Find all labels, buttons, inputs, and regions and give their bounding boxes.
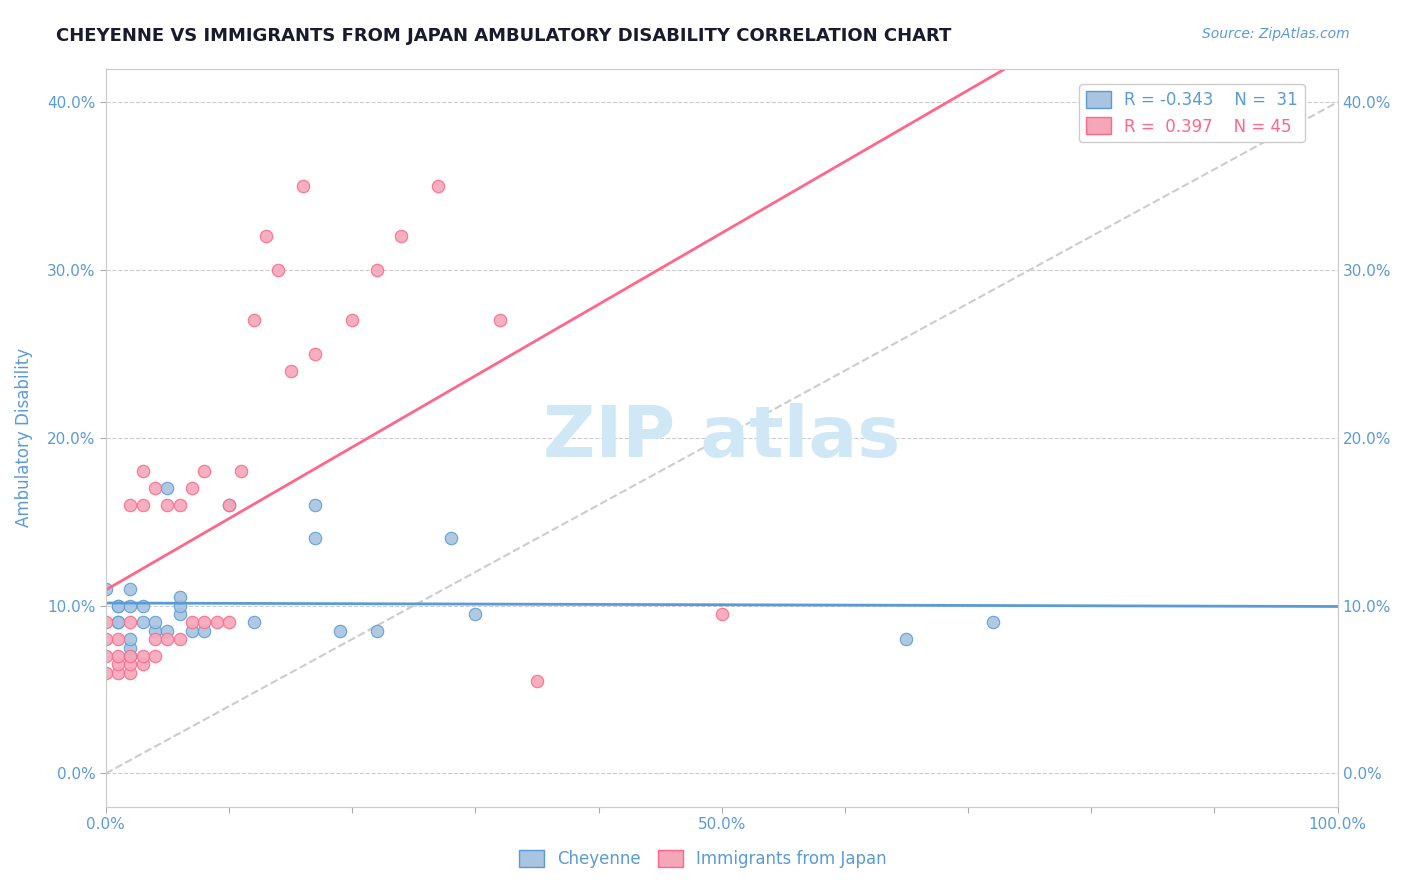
Point xyxy=(205,615,228,630)
Point xyxy=(120,615,142,630)
Point xyxy=(120,498,142,512)
Legend: Cheyenne, Immigrants from Japan: Cheyenne, Immigrants from Japan xyxy=(513,843,893,875)
Point xyxy=(132,464,155,478)
Y-axis label: Ambulatory Disability: Ambulatory Disability xyxy=(15,348,32,527)
Point xyxy=(440,532,463,546)
Point xyxy=(218,498,240,512)
Point xyxy=(107,665,129,680)
Point xyxy=(464,607,486,621)
Point xyxy=(107,632,129,647)
Point xyxy=(169,607,191,621)
Point xyxy=(94,615,117,630)
Point xyxy=(120,632,142,647)
Point xyxy=(132,657,155,672)
Point xyxy=(94,632,117,647)
Point xyxy=(156,624,179,638)
Point xyxy=(329,624,352,638)
Point xyxy=(120,640,142,655)
Point xyxy=(304,347,326,361)
Point xyxy=(267,263,290,277)
Point xyxy=(143,624,166,638)
Point xyxy=(193,624,215,638)
Point xyxy=(254,229,277,244)
Point xyxy=(169,590,191,604)
Point xyxy=(181,481,204,495)
Point xyxy=(120,648,142,663)
Point xyxy=(143,615,166,630)
Point xyxy=(366,263,388,277)
Point xyxy=(896,632,918,647)
Point xyxy=(120,657,142,672)
Point xyxy=(710,607,733,621)
Text: Source: ZipAtlas.com: Source: ZipAtlas.com xyxy=(1202,27,1350,41)
Point xyxy=(143,648,166,663)
Point xyxy=(120,599,142,613)
Point xyxy=(489,313,512,327)
Legend: R = -0.343    N =  31, R =  0.397    N = 45: R = -0.343 N = 31, R = 0.397 N = 45 xyxy=(1080,84,1305,142)
Point xyxy=(120,582,142,596)
Point xyxy=(280,363,302,377)
Point xyxy=(242,615,264,630)
Point xyxy=(107,599,129,613)
Point xyxy=(156,498,179,512)
Point xyxy=(193,464,215,478)
Point xyxy=(107,615,129,630)
Point xyxy=(132,498,155,512)
Point xyxy=(107,599,129,613)
Point xyxy=(981,615,1004,630)
Point xyxy=(304,532,326,546)
Point xyxy=(156,481,179,495)
Point xyxy=(132,648,155,663)
Point xyxy=(120,648,142,663)
Point xyxy=(218,615,240,630)
Point xyxy=(94,582,117,596)
Point xyxy=(391,229,413,244)
Point xyxy=(120,665,142,680)
Point xyxy=(107,615,129,630)
Point xyxy=(231,464,253,478)
Point xyxy=(526,674,548,689)
Point xyxy=(366,624,388,638)
Point xyxy=(181,624,204,638)
Point xyxy=(156,632,179,647)
Point xyxy=(94,648,117,663)
Point xyxy=(169,632,191,647)
Point xyxy=(218,498,240,512)
Point xyxy=(340,313,363,327)
Point xyxy=(193,615,215,630)
Point xyxy=(169,498,191,512)
Point xyxy=(291,179,314,194)
Point xyxy=(107,657,129,672)
Point xyxy=(143,481,166,495)
Point xyxy=(143,632,166,647)
Point xyxy=(107,648,129,663)
Point xyxy=(181,615,204,630)
Text: CHEYENNE VS IMMIGRANTS FROM JAPAN AMBULATORY DISABILITY CORRELATION CHART: CHEYENNE VS IMMIGRANTS FROM JAPAN AMBULA… xyxy=(56,27,952,45)
Point xyxy=(94,665,117,680)
Point xyxy=(132,615,155,630)
Point xyxy=(304,498,326,512)
Point xyxy=(242,313,264,327)
Point xyxy=(132,599,155,613)
Point xyxy=(427,179,450,194)
Point xyxy=(169,599,191,613)
Text: ZIP atlas: ZIP atlas xyxy=(543,403,900,472)
